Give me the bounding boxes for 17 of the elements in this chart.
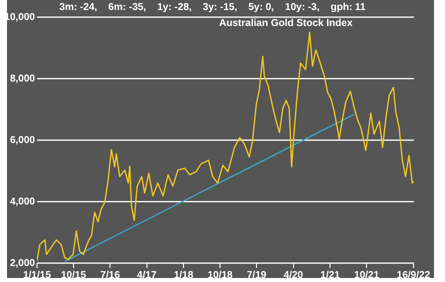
x-tick-label: 7/16 [100,270,120,281]
chart-subtitle: 3m: -24, 6m: -35, 1y: -28, 3y: -15, 5y: 0, 10y: -3, gph: 11 [59,2,366,13]
chart-title: Australian Gold Stock Index [219,18,353,29]
x-tick-label: 4/17 [137,270,157,281]
x-tick-label: 4/20 [284,270,304,281]
x-tick-label: 7/19 [246,270,267,281]
y-tick-label: 4,000 [10,196,36,208]
y-tick-label: 2,000 [10,258,36,269]
x-tick-label: 10/15 [60,270,86,281]
x-tick-label: 16/9/22 [396,270,431,281]
y-tick-label: 8,000 [10,73,36,84]
x-tick-label: 1/1/15 [23,270,52,281]
x-tick-label: 1/18 [174,270,194,281]
x-tick-label: 1/21 [320,270,340,281]
x-tick-label: 10/18 [208,270,234,281]
y-tick-label: 6,000 [10,134,36,146]
x-tick-label: 10/21 [354,270,380,281]
